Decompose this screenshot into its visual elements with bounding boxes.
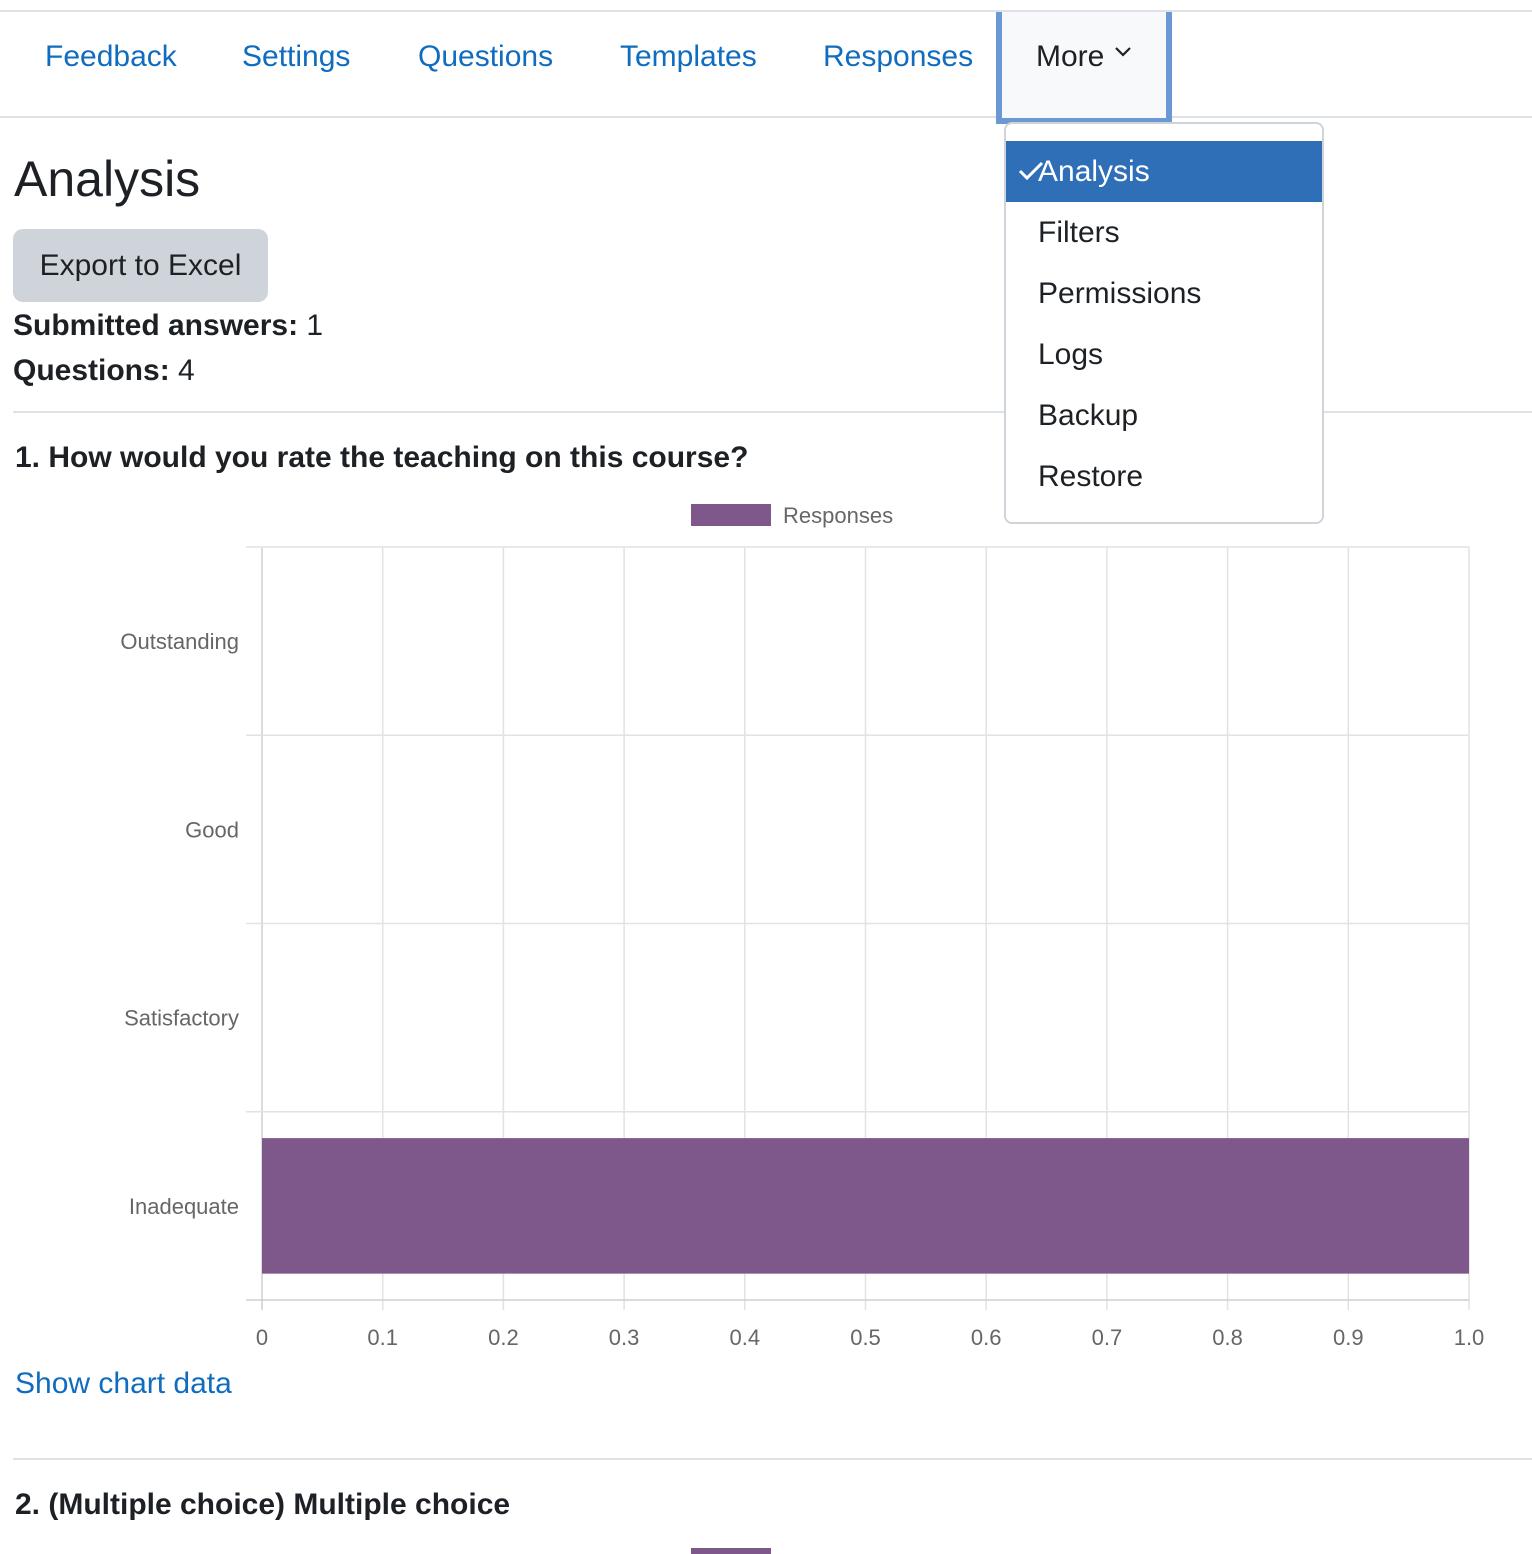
menu-item-logs[interactable]: Logs xyxy=(1006,324,1322,385)
tab-settings[interactable]: Settings xyxy=(242,40,351,73)
x-tick-label: 0 xyxy=(256,1325,268,1350)
submitted-answers-value: 1 xyxy=(306,309,324,342)
x-tick-label: 0.7 xyxy=(1092,1325,1123,1350)
x-tick-label: 0.6 xyxy=(971,1325,1002,1350)
tab-questions[interactable]: Questions xyxy=(418,40,554,73)
menu-item-label: Logs xyxy=(1038,338,1104,371)
y-category-label: Good xyxy=(185,817,239,842)
question-2-legend-swatch xyxy=(691,1548,771,1554)
x-tick-label: 0.8 xyxy=(1212,1325,1243,1350)
more-label: More xyxy=(1036,40,1105,73)
x-tick-label: 0.3 xyxy=(609,1325,640,1350)
questions-count-label: Questions: xyxy=(13,354,170,387)
question-2-title: 2. (Multiple choice) Multiple choice xyxy=(15,1488,511,1521)
y-category-label: Inadequate xyxy=(129,1194,239,1219)
x-tick-label: 0.4 xyxy=(730,1325,761,1350)
tab-more-dropdown-toggle[interactable]: More xyxy=(996,12,1172,124)
show-chart-data-link[interactable]: Show chart data xyxy=(15,1367,232,1400)
section-divider xyxy=(13,411,1532,413)
top-divider xyxy=(0,10,1532,12)
menu-item-label: Filters xyxy=(1038,216,1120,249)
menu-item-label: Permissions xyxy=(1038,277,1202,310)
export-to-excel-button[interactable]: Export to Excel xyxy=(13,229,268,302)
menu-item-backup[interactable]: Backup xyxy=(1006,385,1322,446)
questions-count-value: 4 xyxy=(178,354,195,387)
menu-item-restore[interactable]: Restore xyxy=(1006,446,1322,507)
submitted-answers-stat: Submitted answers: 1 xyxy=(13,309,323,343)
x-tick-label: 1.0 xyxy=(1454,1325,1485,1350)
question-1-bar-chart: 0 0.1 0.2 0.3 0.4 0.5 0.6 0.7 0.8 0.9 1.0 Outstandi… xyxy=(120,503,1485,1350)
x-tick-label: 0.1 xyxy=(367,1325,398,1350)
tab-responses[interactable]: Responses xyxy=(823,40,974,73)
tab-templates[interactable]: Templates xyxy=(620,40,757,73)
bar-inadequate xyxy=(262,1138,1469,1274)
secondary-navigation: Feedback Settings Questions Templates Re… xyxy=(0,12,1532,124)
y-category-label: Satisfactory xyxy=(124,1006,239,1031)
menu-item-analysis[interactable]: Analysis xyxy=(1006,141,1322,202)
chevron-down-icon xyxy=(1115,47,1131,57)
legend-label: Responses xyxy=(783,503,893,528)
menu-item-label: Restore xyxy=(1038,460,1144,493)
menu-item-label: Analysis xyxy=(1038,155,1150,188)
x-tick-label: 0.9 xyxy=(1333,1325,1364,1350)
tab-feedback[interactable]: Feedback xyxy=(45,40,177,73)
menu-item-permissions[interactable]: Permissions xyxy=(1006,263,1322,324)
page-title: Analysis xyxy=(14,151,201,207)
question-1-title: 1. How would you rate the teaching on th… xyxy=(15,441,749,474)
y-category-label: Outstanding xyxy=(120,629,239,654)
menu-item-label: Backup xyxy=(1038,399,1139,432)
questions-count-stat: Questions: 4 xyxy=(13,354,195,388)
submitted-answers-label: Submitted answers: xyxy=(13,309,299,342)
more-dropdown-menu: Analysis Filters Permissions Logs Backup… xyxy=(1004,122,1324,524)
menu-item-filters[interactable]: Filters xyxy=(1006,202,1322,263)
section-divider xyxy=(13,1458,1532,1460)
x-tick-label: 0.2 xyxy=(488,1325,519,1350)
legend-swatch xyxy=(691,504,771,526)
x-tick-label: 0.5 xyxy=(850,1325,881,1350)
checkmark-icon xyxy=(1018,161,1044,181)
